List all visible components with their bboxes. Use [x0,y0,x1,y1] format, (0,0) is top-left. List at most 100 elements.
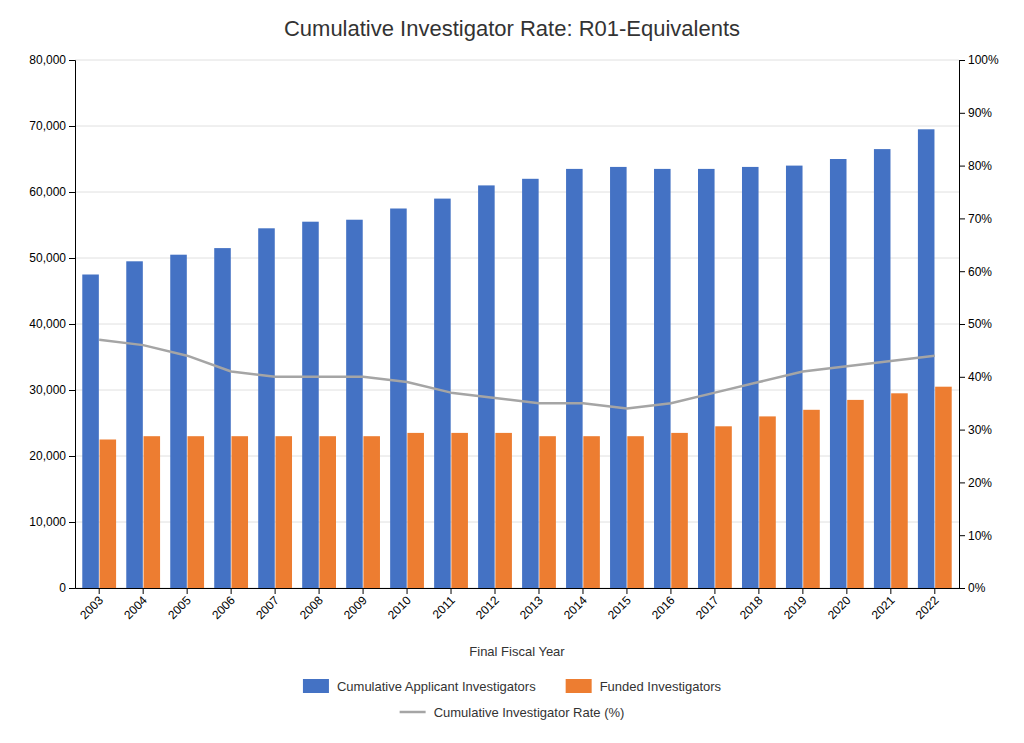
tick-label: 40,000 [29,317,66,331]
tick-label: 30,000 [29,383,66,397]
y-tick: 40,000 [29,317,75,331]
tick-label: 2019 [781,593,810,622]
y-tick: 60,000 [29,185,75,199]
x-tick: 2007 [253,588,282,622]
bar [214,248,231,588]
grid [75,60,959,588]
tick-label: 2014 [561,593,590,622]
y2-tick: 80% [959,159,992,173]
x-tick: 2013 [517,588,546,622]
bar [539,436,556,588]
tick-mark [582,588,583,594]
tick-mark [959,377,965,378]
tick-mark [187,588,188,594]
bar [654,169,671,588]
plot-root: 2003200420052006200720082009201020112012… [29,53,999,622]
bar [715,426,732,588]
tick-label: 70,000 [29,119,66,133]
legend: Cumulative Applicant Investigators Funded… [303,679,722,720]
x-tick: 2017 [693,588,722,622]
bar [170,255,187,588]
bar-series [82,129,934,588]
bar [100,440,117,589]
legend-row: Cumulative Applicant Investigators Funded… [303,679,722,694]
y2-tick: 30% [959,423,992,437]
legend-label: Funded Investigators [600,679,722,694]
tick-label: 2008 [297,593,326,622]
y-tick: 30,000 [29,383,75,397]
y-tick: 50,000 [29,251,75,265]
x-tick: 2009 [341,588,370,622]
x-tick: 2018 [737,588,766,622]
tick-label: 0% [968,581,986,595]
grid-line [75,390,959,391]
tick-label: 80,000 [29,53,66,67]
tick-label: 100% [968,53,999,67]
tick-label: 10% [968,529,992,543]
bar [390,209,407,589]
tick-label: 2006 [209,593,238,622]
legend-item: Cumulative Applicant Investigators [303,679,536,694]
tick-mark [69,192,75,193]
x-tick: 2014 [561,588,590,622]
tick-label: 2018 [737,593,766,622]
y2-tick: 10% [959,529,992,543]
tick-mark [959,324,965,325]
tick-label: 30% [968,423,992,437]
tick-mark [69,588,75,589]
tick-label: 2009 [341,593,370,622]
tick-label: 2012 [473,593,502,622]
y2-tick: 20% [959,476,992,490]
bar-series [100,387,952,588]
tick-label: 40% [968,370,992,384]
legend-swatch [303,679,329,693]
tick-mark [407,588,408,594]
bar [478,185,495,588]
tick-mark [890,588,891,594]
y-axis: 0 10,000 20,000 30,000 40,000 50,000 60,000 70,… [29,53,75,595]
bar [495,433,512,588]
bar [302,222,319,588]
bar [830,159,847,588]
tick-label: 20,000 [29,449,66,463]
x-axis-title: Final Fiscal Year [469,644,565,659]
legend-label: Cumulative Applicant Investigators [337,679,536,694]
tick-mark [670,588,671,594]
x-tick: 2015 [605,588,634,622]
tick-label: 0 [59,581,66,595]
bar [522,179,539,588]
bar [874,149,891,588]
tick-mark [846,588,847,594]
tick-mark [959,60,965,61]
grid-line [75,258,959,259]
bar [583,436,600,588]
bar [759,416,776,588]
x-axis: 2003200420052006200720082009201020112012… [76,588,960,622]
bar [319,436,336,588]
bar [187,436,204,588]
bar [363,436,380,588]
tick-label: 2016 [649,593,678,622]
axis-line [76,588,960,589]
tick-mark [959,535,965,536]
y2-axis: 0%10%20%30%40%50%60%70%80%90%100% [959,53,999,595]
grid-line [75,126,959,127]
tick-mark [69,60,75,61]
tick-label: 60,000 [29,185,66,199]
x-tick: 2006 [209,588,238,622]
x-tick: 2012 [473,588,502,622]
tick-label: 2010 [385,593,414,622]
tick-mark [69,258,75,259]
grid-line [75,456,959,457]
title: Cumulative Investigator Rate: R01-Equiva… [284,16,740,41]
tick-mark [231,588,232,594]
tick-label: 10,000 [29,515,66,529]
x-tick: 2008 [297,588,326,622]
bar [786,166,803,588]
bar [803,410,820,588]
bar [742,167,759,588]
tick-label: 2020 [825,593,854,622]
bar [671,433,688,588]
tick-mark [959,430,965,431]
tick-label: 2022 [913,593,942,622]
